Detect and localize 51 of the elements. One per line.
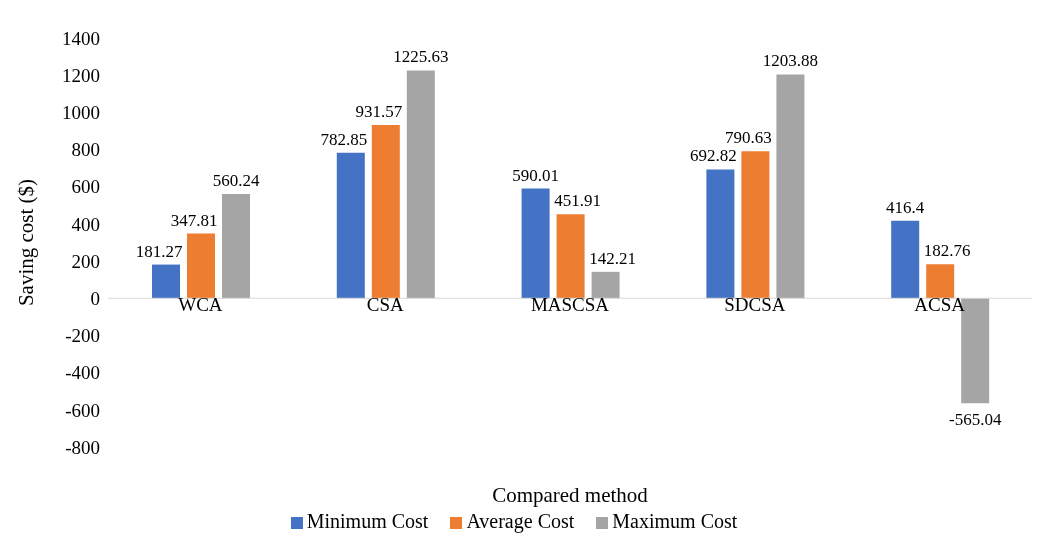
data-label: 1203.88 (762, 51, 819, 71)
x-tick-label: WCA (178, 294, 223, 316)
y-axis-title: Saving cost ($) (14, 178, 39, 307)
x-tick-label: ACSA (914, 294, 966, 316)
bar (222, 194, 250, 299)
bar (152, 264, 180, 299)
bar (741, 151, 770, 299)
bar (591, 271, 620, 299)
bar (406, 70, 435, 299)
y-tick-label: 0 (90, 288, 100, 310)
data-label: 692.82 (690, 146, 737, 166)
data-label: 182.76 (923, 241, 971, 261)
y-tick-label: -600 (65, 399, 100, 421)
data-label: 142.21 (589, 248, 636, 268)
data-label: 1225.63 (393, 47, 449, 67)
data-label: 347.81 (170, 210, 218, 230)
y-tick-label: 1200 (62, 64, 100, 86)
bar (336, 152, 365, 299)
bar (891, 220, 920, 299)
legend-label: Maximum Cost (612, 510, 738, 532)
y-tick-label: 400 (71, 213, 100, 235)
y-tick-label: 600 (71, 176, 100, 198)
x-tick-label: SDCSA (724, 294, 786, 316)
y-tick-label: -200 (65, 325, 100, 347)
bar (926, 264, 955, 299)
legend-label: Average Cost (466, 510, 575, 532)
x-tick-label: MASCSA (530, 294, 610, 316)
data-label: 416.4 (886, 197, 925, 217)
x-tick-label: CSA (366, 294, 404, 316)
data-label: -565.04 (948, 410, 1002, 430)
y-tick-label: 1000 (62, 102, 100, 124)
bar (187, 233, 215, 299)
y-tick-label: 800 (71, 139, 100, 161)
y-tick-label: 1400 (62, 27, 100, 49)
data-label: 451.91 (554, 191, 601, 211)
data-label: 790.63 (725, 128, 772, 148)
legend-label: Minimum Cost (306, 510, 429, 532)
bar (776, 74, 805, 299)
x-axis-title: Compared method (492, 483, 649, 507)
y-tick-label: -800 (65, 436, 100, 458)
data-label: 590.01 (512, 165, 559, 185)
y-tick-label: 200 (71, 250, 100, 272)
y-tick-label: -400 (65, 362, 100, 384)
bar (371, 125, 400, 299)
bar (706, 169, 735, 299)
bar (521, 188, 550, 299)
data-label: 931.57 (355, 102, 403, 122)
data-label: 560.24 (212, 171, 260, 191)
data-label: 782.85 (320, 129, 368, 149)
data-label: 181.27 (135, 241, 183, 261)
bar (556, 214, 585, 299)
